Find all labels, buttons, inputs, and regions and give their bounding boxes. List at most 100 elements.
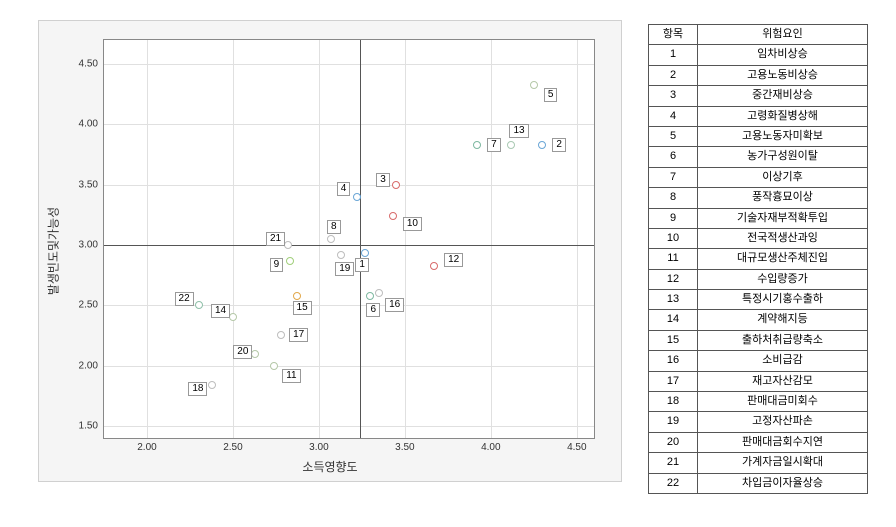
scatter-point — [375, 289, 383, 297]
row-factor: 이상기후 — [698, 167, 868, 187]
table-row: 22차입금이자율상승 — [649, 473, 868, 493]
row-factor: 대규모생산주체진입 — [698, 249, 868, 269]
scatter-point — [353, 193, 361, 201]
table-row: 12수입량증가 — [649, 269, 868, 289]
chart-panel: 1.502.002.503.003.504.004.502.002.503.00… — [38, 20, 622, 482]
point-label: 13 — [509, 124, 528, 138]
legend-table: 항목 위험요인 1임차비상승2고용노동비상승3중간재비상승4고령화질병상해5고용… — [648, 24, 868, 494]
row-factor: 계약해지등 — [698, 310, 868, 330]
table-row: 18판매대금미회수 — [649, 392, 868, 412]
point-label: 19 — [335, 262, 354, 276]
point-label: 18 — [188, 382, 207, 396]
row-index: 4 — [649, 106, 698, 126]
grid-v — [233, 40, 234, 438]
x-tick-label: 2.50 — [223, 438, 242, 453]
table-header-row: 항목 위험요인 — [649, 25, 868, 45]
row-index: 7 — [649, 167, 698, 187]
row-factor: 재고자산감모 — [698, 371, 868, 391]
scatter-point — [538, 141, 546, 149]
x-tick-label: 4.00 — [481, 438, 500, 453]
table-row: 10전국적생산과잉 — [649, 228, 868, 248]
table-row: 15출하처취급량축소 — [649, 330, 868, 350]
row-factor: 고용노동자미확보 — [698, 126, 868, 146]
row-factor: 중간재비상승 — [698, 86, 868, 106]
point-label: 16 — [385, 298, 404, 312]
row-index: 21 — [649, 453, 698, 473]
col-header-index: 항목 — [649, 25, 698, 45]
y-tick-label: 2.50 — [79, 300, 104, 311]
row-index: 2 — [649, 65, 698, 85]
row-index: 22 — [649, 473, 698, 493]
y-tick-label: 3.50 — [79, 179, 104, 190]
row-factor: 농가구성원이탈 — [698, 147, 868, 167]
scatter-point — [251, 350, 259, 358]
scatter-point — [327, 235, 335, 243]
scatter-plot: 1.502.002.503.003.504.004.502.002.503.00… — [103, 39, 595, 439]
table-row: 14계약해지등 — [649, 310, 868, 330]
scatter-point — [507, 141, 515, 149]
table-row: 7이상기후 — [649, 167, 868, 187]
row-factor: 전국적생산과잉 — [698, 228, 868, 248]
point-label: 21 — [266, 232, 285, 246]
x-tick-label: 3.00 — [309, 438, 328, 453]
point-label: 14 — [211, 304, 230, 318]
table-row: 6농가구성원이탈 — [649, 147, 868, 167]
row-factor: 출하처취급량축소 — [698, 330, 868, 350]
point-label: 4 — [337, 182, 351, 196]
row-index: 13 — [649, 290, 698, 310]
row-factor: 고령화질병상해 — [698, 106, 868, 126]
point-label: 17 — [289, 328, 308, 342]
row-index: 5 — [649, 126, 698, 146]
x-tick-label: 3.50 — [395, 438, 414, 453]
y-tick-label: 1.50 — [79, 420, 104, 431]
scatter-point — [389, 212, 397, 220]
row-factor: 특정시기홍수출하 — [698, 290, 868, 310]
row-index: 3 — [649, 86, 698, 106]
row-index: 1 — [649, 45, 698, 65]
row-factor: 고정자산파손 — [698, 412, 868, 432]
quadrant-line-v — [360, 40, 361, 438]
point-label: 7 — [487, 138, 501, 152]
point-label: 5 — [544, 88, 558, 102]
row-factor: 차입금이자율상승 — [698, 473, 868, 493]
scatter-point — [195, 301, 203, 309]
point-label: 6 — [366, 303, 380, 317]
table-row: 4고령화질병상해 — [649, 106, 868, 126]
scatter-point — [361, 249, 369, 257]
row-index: 8 — [649, 188, 698, 208]
row-factor: 판매대금미회수 — [698, 392, 868, 412]
row-index: 19 — [649, 412, 698, 432]
row-index: 20 — [649, 432, 698, 452]
point-label: 1 — [355, 258, 369, 272]
grid-h — [104, 64, 594, 65]
table-row: 9기술자재부적확투입 — [649, 208, 868, 228]
grid-h — [104, 366, 594, 367]
row-index: 14 — [649, 310, 698, 330]
y-tick-label: 4.00 — [79, 119, 104, 130]
grid-h — [104, 426, 594, 427]
scatter-point — [337, 251, 345, 259]
scatter-point — [293, 292, 301, 300]
table-row: 13특정시기홍수출하 — [649, 290, 868, 310]
table-row: 3중간재비상승 — [649, 86, 868, 106]
scatter-point — [270, 362, 278, 370]
y-tick-label: 4.50 — [79, 59, 104, 70]
y-tick-label: 3.00 — [79, 240, 104, 251]
point-label: 15 — [293, 301, 312, 315]
table-row: 19고정자산파손 — [649, 412, 868, 432]
row-index: 18 — [649, 392, 698, 412]
point-label: 10 — [403, 217, 422, 231]
x-tick-label: 4.50 — [567, 438, 586, 453]
table-row: 8풍작흉묘이상 — [649, 188, 868, 208]
scatter-point — [286, 257, 294, 265]
row-index: 12 — [649, 269, 698, 289]
row-factor: 고용노동비상승 — [698, 65, 868, 85]
scatter-point — [277, 331, 285, 339]
grid-v — [577, 40, 578, 438]
scatter-point — [430, 262, 438, 270]
grid-v — [147, 40, 148, 438]
table-row: 21가계자금일시확대 — [649, 453, 868, 473]
row-factor: 풍작흉묘이상 — [698, 188, 868, 208]
y-tick-label: 2.00 — [79, 360, 104, 371]
y-axis-label: 발생빈도및가능성 — [45, 207, 62, 295]
